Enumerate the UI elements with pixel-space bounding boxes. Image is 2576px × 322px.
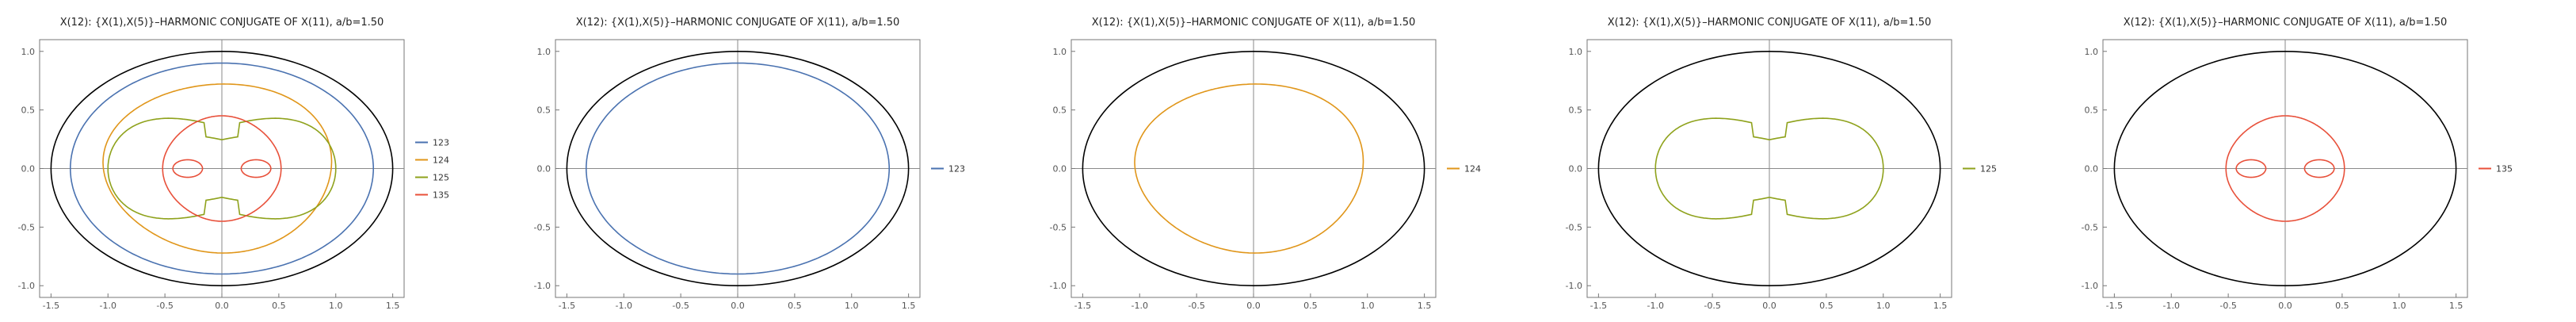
x-tick-label: 1.5 (1418, 301, 1432, 311)
x-tick-label: -1.5 (1074, 301, 1091, 311)
x-tick-label: -1.0 (1647, 301, 1664, 311)
y-tick-label: 0.0 (2085, 164, 2099, 174)
chart-panel-4: X(12): {X(1),X(5)}–HARMONIC CONJUGATE OF… (1566, 17, 1997, 311)
x-tick-label: -1.0 (1132, 301, 1148, 311)
x-tick-label: 1.5 (2449, 301, 2463, 311)
y-tick-label: -1.0 (534, 281, 551, 291)
x-tick-label: -1.0 (100, 301, 116, 311)
chart-title: X(12): {X(1),X(5)}–HARMONIC CONJUGATE OF… (2124, 17, 2448, 29)
x-tick-label: 0.0 (215, 301, 229, 311)
y-tick-label: 0.0 (1053, 164, 1067, 174)
legend-label-125: 125 (1980, 164, 1997, 174)
legend-label-135: 135 (2496, 164, 2513, 174)
reference-ellipse (2113, 50, 2457, 287)
y-tick-label: 1.0 (1569, 47, 1583, 57)
x-tick-label: -0.5 (156, 301, 173, 311)
x-tick-label: 1.5 (1933, 301, 1948, 311)
x-tick-label: -1.0 (616, 301, 632, 311)
x-tick-label: 1.0 (2392, 301, 2406, 311)
series-curve-135 (2225, 115, 2345, 222)
series-curve-135 (162, 115, 282, 222)
chart-panel-5: X(12): {X(1),X(5)}–HARMONIC CONJUGATE OF… (2082, 17, 2513, 311)
x-tick-label: 0.5 (788, 301, 802, 311)
y-tick-label: 1.0 (537, 47, 551, 57)
y-tick-label: -0.5 (18, 222, 35, 232)
reference-ellipse (566, 50, 910, 287)
reference-ellipse (1082, 50, 1425, 287)
y-tick-label: 0.0 (1569, 164, 1583, 174)
x-tick-label: 0.0 (731, 301, 745, 311)
series-curve-124 (1134, 83, 1364, 254)
y-tick-label: 0.5 (1053, 105, 1067, 116)
y-tick-label: -1.0 (2082, 281, 2098, 291)
series-curve-123 (586, 62, 890, 275)
series-curve-123 (70, 62, 374, 275)
chart-panel-2: X(12): {X(1),X(5)}–HARMONIC CONJUGATE OF… (534, 17, 965, 311)
x-tick-label: 1.0 (1361, 301, 1375, 311)
y-tick-label: 1.0 (1053, 47, 1067, 57)
x-tick-label: 0.5 (272, 301, 286, 311)
x-tick-label: -0.5 (1704, 301, 1720, 311)
series-curve-124 (102, 83, 333, 254)
x-tick-label: 1.0 (845, 301, 859, 311)
y-tick-label: -1.0 (18, 281, 35, 291)
x-tick-label: 1.5 (386, 301, 400, 311)
y-tick-label: 0.5 (2085, 105, 2099, 116)
x-tick-label: -0.5 (672, 301, 689, 311)
x-tick-label: 0.5 (2335, 301, 2349, 311)
series-loop-135-2 (240, 159, 272, 178)
y-tick-label: 1.0 (21, 47, 36, 57)
y-tick-label: 0.5 (21, 105, 36, 116)
chart-panel-1: X(12): {X(1),X(5)}–HARMONIC CONJUGATE OF… (18, 17, 449, 311)
legend-label-125: 125 (433, 173, 449, 183)
chart-title: X(12): {X(1),X(5)}–HARMONIC CONJUGATE OF… (1608, 17, 1932, 29)
y-tick-label: 0.5 (1569, 105, 1583, 116)
x-tick-label: 0.0 (2278, 301, 2292, 311)
reference-ellipse (50, 50, 394, 287)
chart-title: X(12): {X(1),X(5)}–HARMONIC CONJUGATE OF… (60, 17, 384, 29)
y-tick-label: 0.0 (537, 164, 551, 174)
legend-label-124: 124 (433, 155, 449, 166)
legend-label-123: 123 (433, 138, 449, 148)
x-tick-label: 0.0 (1246, 301, 1261, 311)
y-tick-label: 1.0 (2085, 47, 2099, 57)
y-tick-label: -0.5 (534, 222, 551, 232)
legend-label-135: 135 (433, 190, 449, 201)
x-tick-label: -1.5 (559, 301, 575, 311)
legend-label-123: 123 (948, 164, 965, 174)
series-loop-135-1 (2235, 159, 2267, 178)
y-tick-label: 0.0 (21, 164, 36, 174)
legend-label-124: 124 (1464, 164, 1481, 174)
y-tick-label: -0.5 (2082, 222, 2098, 232)
x-tick-label: -1.5 (2106, 301, 2123, 311)
x-tick-label: -1.0 (2163, 301, 2180, 311)
x-tick-label: 0.5 (1303, 301, 1318, 311)
y-tick-label: -0.5 (1050, 222, 1067, 232)
series-curve-125 (107, 117, 337, 220)
x-tick-label: 1.0 (1876, 301, 1891, 311)
y-tick-label: 0.5 (537, 105, 551, 116)
x-tick-label: -1.5 (1590, 301, 1607, 311)
y-tick-label: -1.0 (1566, 281, 1582, 291)
x-tick-label: -0.5 (2219, 301, 2236, 311)
x-tick-label: 0.0 (1762, 301, 1776, 311)
y-tick-label: -1.0 (1050, 281, 1067, 291)
x-tick-label: 1.0 (329, 301, 343, 311)
chart-title: X(12): {X(1),X(5)}–HARMONIC CONJUGATE OF… (576, 17, 900, 29)
x-tick-label: -1.5 (43, 301, 59, 311)
chart-panel-3: X(12): {X(1),X(5)}–HARMONIC CONJUGATE OF… (1050, 17, 1481, 311)
x-tick-label: 1.5 (902, 301, 916, 311)
series-loop-135-1 (172, 159, 204, 178)
x-tick-label: -0.5 (1188, 301, 1204, 311)
reference-ellipse (1597, 50, 1941, 287)
y-tick-label: -0.5 (1566, 222, 1582, 232)
series-loop-135-2 (2303, 159, 2335, 178)
x-tick-label: 0.5 (1819, 301, 1834, 311)
chart-title: X(12): {X(1),X(5)}–HARMONIC CONJUGATE OF… (1092, 17, 1416, 29)
series-curve-125 (1654, 117, 1884, 220)
